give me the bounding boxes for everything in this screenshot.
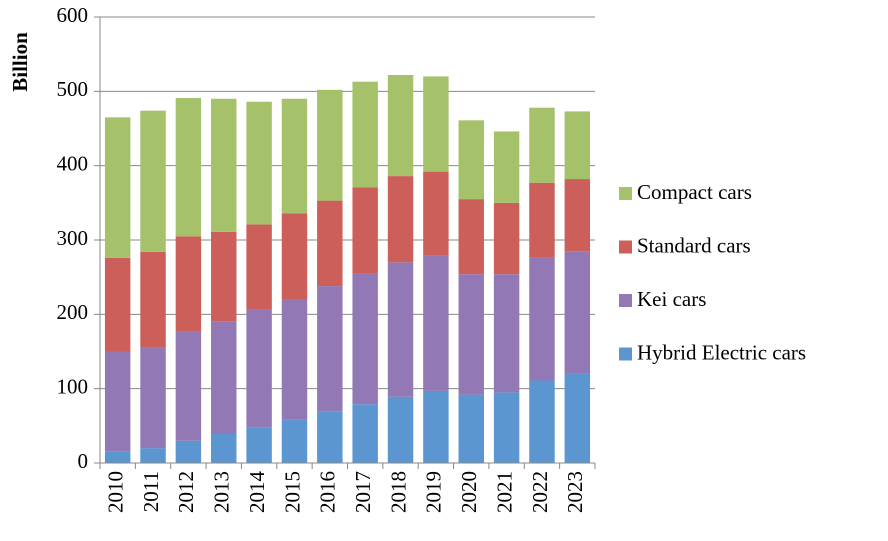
bar-segment — [352, 81, 378, 188]
bar-segment — [352, 404, 378, 463]
y-tick-label: 0 — [78, 449, 89, 473]
y-tick-label: 100 — [57, 374, 89, 398]
x-tick-label: 2023 — [563, 471, 587, 513]
bar-segment — [317, 89, 343, 201]
x-tick-label: 2020 — [457, 471, 481, 513]
legend-swatch — [619, 240, 632, 254]
bar-segment — [211, 231, 237, 322]
bar-segment — [175, 236, 202, 332]
x-tick-label: 2013 — [210, 471, 234, 513]
bar-segment — [493, 131, 520, 203]
bar-segment — [175, 440, 202, 463]
bar-segment — [281, 213, 308, 300]
bar-segment — [564, 179, 591, 252]
bar-segment — [246, 309, 272, 428]
bar-segment — [317, 411, 343, 463]
bar-segment — [140, 110, 166, 252]
legend-swatch — [619, 187, 632, 200]
bar-segment — [423, 76, 449, 172]
y-tick-label: 300 — [57, 226, 89, 250]
bar-segment — [352, 187, 378, 274]
bar-segment — [564, 111, 591, 180]
x-tick-label: 2011 — [139, 471, 163, 512]
bar-segment — [458, 120, 484, 200]
bar-segment — [246, 101, 272, 225]
bar-segment — [104, 451, 131, 463]
x-tick-label: 2022 — [528, 471, 552, 513]
bar-segment — [281, 299, 308, 420]
bar-segment — [352, 273, 378, 405]
x-tick-label: 2012 — [174, 471, 198, 513]
legend-swatch — [619, 294, 632, 307]
bar-segment — [493, 392, 520, 463]
y-tick-label: 600 — [57, 3, 89, 27]
bar-segment — [423, 171, 449, 256]
legend-label: Standard cars — [637, 233, 751, 257]
x-tick-label: 2021 — [492, 471, 516, 513]
bar-segment — [423, 255, 449, 391]
bar-segment — [281, 98, 308, 214]
bar-segment — [458, 199, 484, 275]
x-tick-label: 2014 — [245, 471, 269, 514]
bar-segment — [246, 224, 272, 310]
x-tick-label: 2016 — [316, 471, 340, 513]
bar-segment — [564, 373, 591, 463]
bar-segment — [529, 257, 555, 381]
bar-segment — [529, 182, 555, 258]
legend-label: Hybrid Electric cars — [637, 340, 806, 364]
x-tick-label: 2015 — [280, 471, 304, 513]
bar-segment — [493, 202, 520, 275]
legend-swatch — [619, 347, 632, 361]
x-tick-label: 2018 — [386, 471, 410, 513]
legend-label: Compact cars — [637, 180, 752, 204]
bar-segment — [387, 396, 414, 463]
y-tick-label: 200 — [57, 300, 89, 324]
bar-segment — [140, 448, 166, 463]
bar-segment — [529, 107, 555, 183]
y-tick-label: 500 — [57, 77, 89, 101]
x-tick-label: 2017 — [351, 471, 375, 513]
bar-segment — [246, 427, 272, 463]
x-tick-label: 2010 — [103, 471, 127, 513]
bar-segment — [211, 98, 237, 232]
bar-segment — [529, 380, 555, 463]
bar-segment — [493, 274, 520, 393]
legend-label: Kei cars — [637, 287, 706, 311]
bar-segment — [458, 274, 484, 395]
bar-segment — [564, 251, 591, 374]
bar-segment — [387, 262, 414, 397]
bar-segment — [140, 347, 166, 449]
y-tick-label: 400 — [57, 151, 89, 175]
bar-segment — [387, 176, 414, 263]
bar-segment — [317, 286, 343, 412]
bar-segment — [317, 200, 343, 287]
y-axis-label: Billion — [8, 32, 32, 92]
bar-segment — [211, 434, 237, 463]
bar-segment — [211, 321, 237, 435]
bar-segment — [281, 419, 308, 463]
bar-segment — [104, 351, 131, 452]
bar-segment — [104, 257, 131, 352]
bar-segment — [140, 251, 166, 348]
bar-segment — [387, 74, 414, 177]
bar-segment — [458, 394, 484, 463]
x-tick-label: 2019 — [422, 471, 446, 513]
bar-segment — [175, 98, 202, 237]
bar-segment — [423, 390, 449, 463]
bar-segment — [175, 331, 202, 441]
bar-segment — [104, 117, 131, 258]
